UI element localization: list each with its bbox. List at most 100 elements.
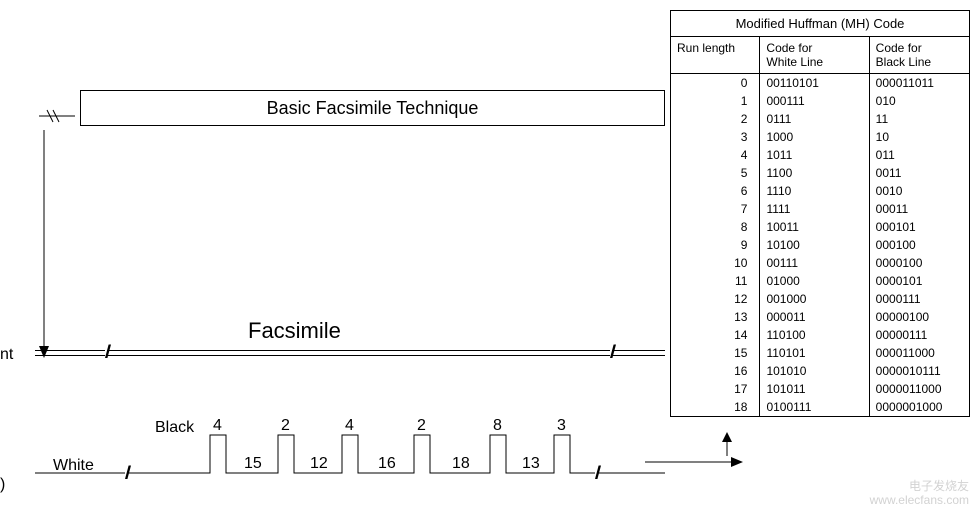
mh-header-row: Run length Code for White Line Code for …	[671, 37, 969, 74]
cell-black: 00000111	[870, 326, 969, 344]
cell-white: 00111	[760, 254, 869, 272]
arrow-up-table	[720, 432, 734, 456]
table-row: 000110101000011011	[671, 74, 969, 92]
table-row: 3100010	[671, 128, 969, 146]
white-run-value: 15	[244, 455, 262, 473]
vertical-arrow	[36, 130, 52, 360]
white-run-value: 16	[378, 455, 396, 473]
banner-label: Basic Facsimile Technique	[267, 98, 479, 119]
left-label-paren: )	[0, 476, 5, 494]
cell-white: 10011	[760, 218, 869, 236]
table-row: 10001110000100	[671, 254, 969, 272]
cell-white: 110100	[760, 326, 869, 344]
cell-black: 011	[870, 146, 969, 164]
cell-white: 001000	[760, 290, 869, 308]
cell-runlength: 2	[671, 110, 760, 128]
mh-title: Modified Huffman (MH) Code	[671, 11, 969, 37]
cell-black: 000101	[870, 218, 969, 236]
cell-black: 000100	[870, 236, 969, 254]
cell-runlength: 4	[671, 146, 760, 164]
black-run-value: 8	[493, 417, 502, 435]
cell-white: 1100	[760, 164, 869, 182]
double-line: // //	[35, 350, 665, 358]
cell-black: 10	[870, 128, 969, 146]
cell-runlength: 5	[671, 164, 760, 182]
cell-white: 1110	[760, 182, 869, 200]
cell-white: 000111	[760, 92, 869, 110]
cell-runlength: 9	[671, 236, 760, 254]
cell-black: 0000010111	[870, 362, 969, 380]
table-row: 910100000100	[671, 236, 969, 254]
white-run-value: 12	[310, 455, 328, 473]
watermark-line2: www.elecfans.com	[870, 493, 969, 507]
table-row: 810011000101	[671, 218, 969, 236]
table-row: 1000111010	[671, 92, 969, 110]
black-run-value: 4	[213, 417, 222, 435]
cell-runlength: 15	[671, 344, 760, 362]
mh-code-table: Modified Huffman (MH) Code Run length Co…	[670, 10, 970, 417]
cell-runlength: 8	[671, 218, 760, 236]
cell-black: 0000001000	[870, 398, 969, 416]
cell-black: 000011000	[870, 344, 969, 362]
cell-white: 110101	[760, 344, 869, 362]
table-row: 120010000000111	[671, 290, 969, 308]
table-row: 171010110000011000	[671, 380, 969, 398]
break-mark: //	[595, 465, 597, 481]
cell-runlength: 0	[671, 74, 760, 92]
cell-black: 11	[870, 110, 969, 128]
white-run-value: 13	[522, 455, 540, 473]
cell-runlength: 6	[671, 182, 760, 200]
table-row: 7111100011	[671, 200, 969, 218]
table-row: 1300001100000100	[671, 308, 969, 326]
cell-runlength: 17	[671, 380, 760, 398]
cell-black: 0000011000	[870, 380, 969, 398]
table-row: 41011011	[671, 146, 969, 164]
cell-white: 01000	[760, 272, 869, 290]
col-header-black: Code for Black Line	[870, 37, 969, 73]
cell-white: 1000	[760, 128, 869, 146]
cell-black: 0011	[870, 164, 969, 182]
arrow-to-table	[645, 455, 745, 469]
cell-runlength: 1	[671, 92, 760, 110]
cell-black: 0000111	[870, 290, 969, 308]
cell-runlength: 12	[671, 290, 760, 308]
cell-runlength: 14	[671, 326, 760, 344]
cell-black: 010	[870, 92, 969, 110]
table-row: 11010000000101	[671, 272, 969, 290]
cell-runlength: 10	[671, 254, 760, 272]
break-mark: //	[610, 344, 612, 360]
cell-white: 1011	[760, 146, 869, 164]
cell-black: 0010	[870, 182, 969, 200]
table-row: 611100010	[671, 182, 969, 200]
table-row: 1411010000000111	[671, 326, 969, 344]
cell-runlength: 16	[671, 362, 760, 380]
mh-body: 0001101010000110111000111010201111131000…	[671, 74, 969, 416]
table-row: 1801001110000001000	[671, 398, 969, 416]
cell-runlength: 11	[671, 272, 760, 290]
col-header-white: Code for White Line	[760, 37, 869, 73]
cell-white: 101011	[760, 380, 869, 398]
cell-black: 00000100	[870, 308, 969, 326]
table-row: 15110101000011000	[671, 344, 969, 362]
table-row: 161010100000010111	[671, 362, 969, 380]
col-header-runlength: Run length	[671, 37, 760, 73]
black-run-value: 3	[557, 417, 566, 435]
break-mark: //	[125, 465, 127, 481]
left-label-nt: nt	[0, 346, 13, 364]
cell-runlength: 3	[671, 128, 760, 146]
white-run-value: 18	[452, 455, 470, 473]
banner-box: Basic Facsimile Technique	[80, 90, 665, 126]
cell-white: 101010	[760, 362, 869, 380]
facsimile-label: Facsimile	[248, 318, 341, 344]
watermark: 电子发烧友 www.elecfans.com	[870, 479, 969, 507]
cell-black: 0000100	[870, 254, 969, 272]
cell-runlength: 7	[671, 200, 760, 218]
cell-black: 00011	[870, 200, 969, 218]
table-row: 2011111	[671, 110, 969, 128]
black-run-value: 2	[281, 417, 290, 435]
cell-white: 1111	[760, 200, 869, 218]
cell-black: 0000101	[870, 272, 969, 290]
cell-white: 0111	[760, 110, 869, 128]
cell-runlength: 13	[671, 308, 760, 326]
table-row: 511000011	[671, 164, 969, 182]
